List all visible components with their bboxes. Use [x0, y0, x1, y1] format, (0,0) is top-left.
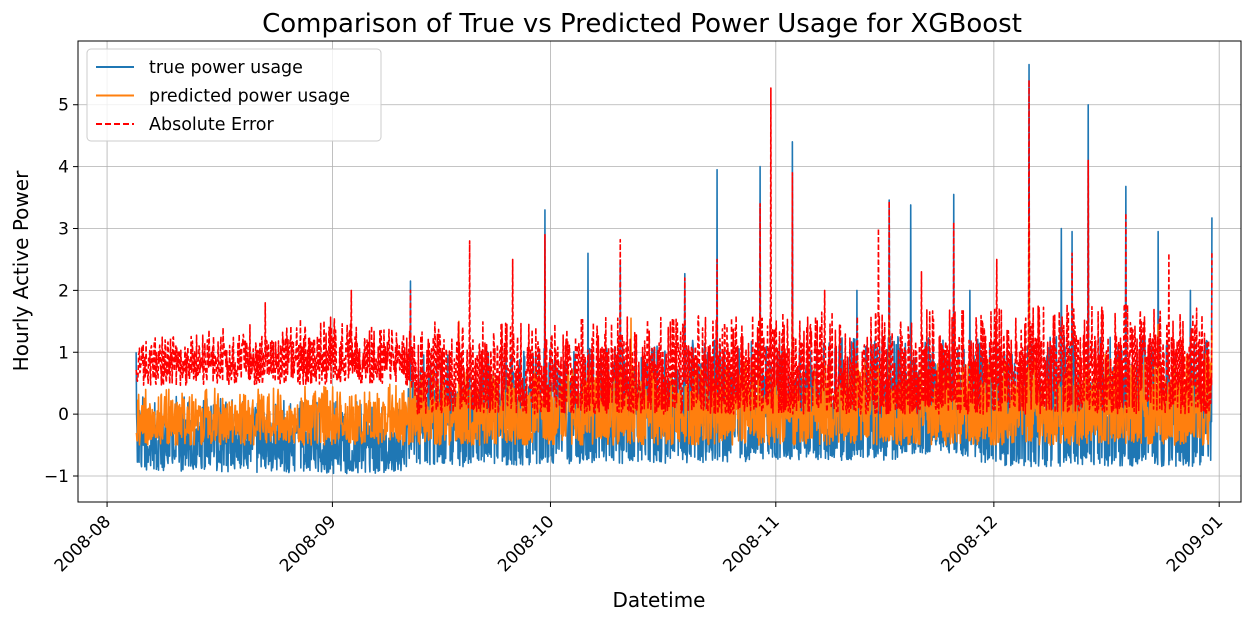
y-tick-label: 2	[58, 281, 69, 301]
legend-label: predicted power usage	[149, 87, 350, 107]
y-tick-label: 0	[58, 405, 69, 425]
series-group	[135, 63, 1213, 475]
chart-title: Comparison of True vs Predicted Power Us…	[262, 9, 1022, 39]
series-line-3	[135, 79, 1213, 415]
y-tick-label: −1	[44, 467, 69, 487]
y-axis: −1 0 1 2 3 4 5	[44, 96, 78, 487]
y-tick-label: 5	[58, 96, 69, 116]
legend-label: true power usage	[149, 58, 303, 78]
grid	[78, 41, 1241, 502]
legend-label: Absolute Error	[149, 115, 275, 135]
y-tick-label: 1	[58, 343, 69, 363]
plot-frame	[77, 40, 1242, 503]
y-axis-label: Hourly Active Power	[9, 170, 33, 371]
legend: true power usage predicted power usage Abs…	[86, 48, 382, 142]
y-tick-label: 3	[58, 219, 69, 239]
plot-area	[135, 63, 1213, 475]
legend-box	[86, 48, 382, 142]
x-axis-label: Datetime	[613, 588, 706, 612]
y-tick-label: 4	[58, 158, 69, 178]
